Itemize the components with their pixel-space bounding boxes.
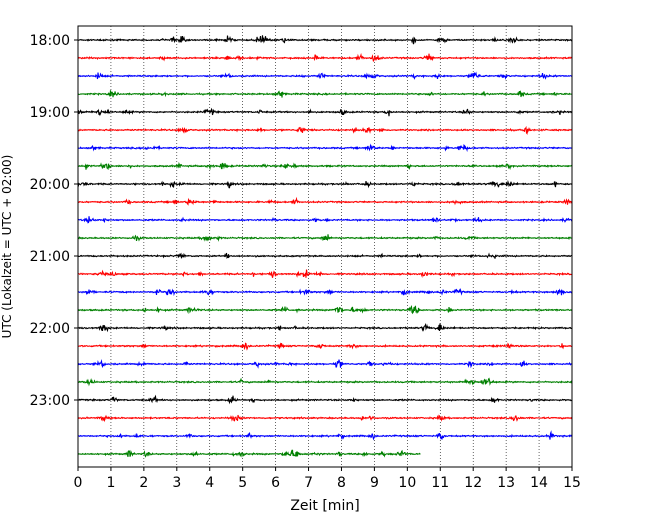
x-tick-label: 0 bbox=[74, 475, 83, 491]
trace-1915 bbox=[77, 125, 573, 135]
y-tick-label: 21:00 bbox=[30, 249, 70, 265]
trace-2245 bbox=[77, 377, 573, 387]
trace-1800 bbox=[77, 35, 573, 45]
trace-2345 bbox=[77, 449, 421, 458]
x-tick-label: 11 bbox=[431, 475, 449, 491]
vertical-grid bbox=[110, 26, 540, 467]
plot-frame bbox=[77, 25, 573, 468]
trace-group bbox=[77, 35, 573, 458]
x-tick-label: 15 bbox=[563, 475, 581, 491]
x-tick-label: 13 bbox=[497, 475, 515, 491]
y-tick-label: 22:00 bbox=[30, 321, 70, 337]
x-tick-label: 4 bbox=[205, 475, 214, 491]
trace-2145 bbox=[77, 305, 573, 315]
trace-1930 bbox=[77, 143, 573, 153]
trace-2300 bbox=[77, 394, 572, 405]
trace-2330 bbox=[77, 430, 573, 441]
trace-2030 bbox=[77, 216, 573, 224]
x-tick-label: 8 bbox=[337, 475, 346, 491]
trace-2130 bbox=[77, 287, 573, 297]
y-tick-label: 19:00 bbox=[30, 105, 70, 121]
trace-1900 bbox=[77, 107, 573, 117]
x-tick-label: 2 bbox=[139, 475, 148, 491]
x-axis-label: Zeit [min] bbox=[290, 498, 359, 514]
y-axis-label: UTC (Lokalzeit = UTC + 02:00) bbox=[0, 155, 14, 339]
x-tick-label: 1 bbox=[106, 475, 115, 491]
trace-2000 bbox=[77, 179, 573, 189]
trace-1945 bbox=[77, 161, 573, 171]
y-tick-label: 23:00 bbox=[30, 393, 70, 409]
x-tick-label: 3 bbox=[172, 475, 181, 491]
trace-1845 bbox=[77, 90, 573, 98]
trace-2215 bbox=[77, 342, 573, 351]
trace-2315 bbox=[77, 414, 573, 423]
y-tick-label: 20:00 bbox=[30, 177, 70, 193]
trace-1830 bbox=[77, 71, 573, 80]
trace-2100 bbox=[77, 252, 573, 260]
x-tick-label: 9 bbox=[370, 475, 379, 491]
y-tick-label: 18:00 bbox=[30, 33, 70, 49]
x-tick-label: 14 bbox=[530, 475, 548, 491]
x-tick-label: 12 bbox=[464, 475, 482, 491]
trace-2200 bbox=[77, 322, 573, 333]
x-tick-label: 5 bbox=[238, 475, 247, 491]
trace-2230 bbox=[77, 359, 573, 369]
x-tick-label: 7 bbox=[304, 475, 313, 491]
trace-2045 bbox=[77, 234, 573, 242]
trace-2115 bbox=[77, 269, 573, 279]
x-tick-label: 10 bbox=[398, 475, 416, 491]
x-axis-ticks: 0 1 2 3 4 5 6 7 8 9 10 11 12 13 14 15 bbox=[74, 467, 581, 491]
x-tick-label: 6 bbox=[271, 475, 280, 491]
trace-1815 bbox=[77, 52, 573, 62]
trace-2015 bbox=[77, 196, 573, 206]
y-axis-ticks: 18:00 19:00 20:00 21:00 22:00 23:00 bbox=[30, 33, 78, 409]
